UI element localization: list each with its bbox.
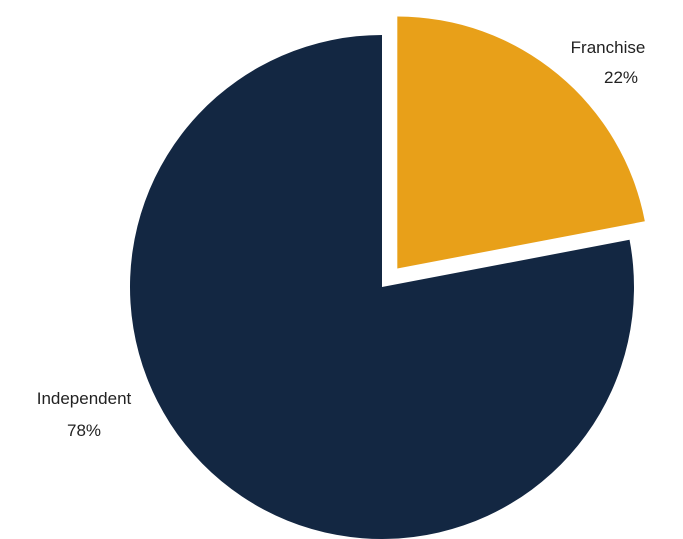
independent-label: Independent: [37, 389, 132, 408]
pie-slice-independent: [129, 35, 634, 539]
franchise-percent: 22%: [604, 68, 638, 87]
franchise-label: Franchise: [571, 38, 646, 57]
pie-slice-franchise: [397, 16, 645, 269]
pie-slices: [129, 16, 645, 539]
independent-percent: 78%: [67, 421, 101, 440]
